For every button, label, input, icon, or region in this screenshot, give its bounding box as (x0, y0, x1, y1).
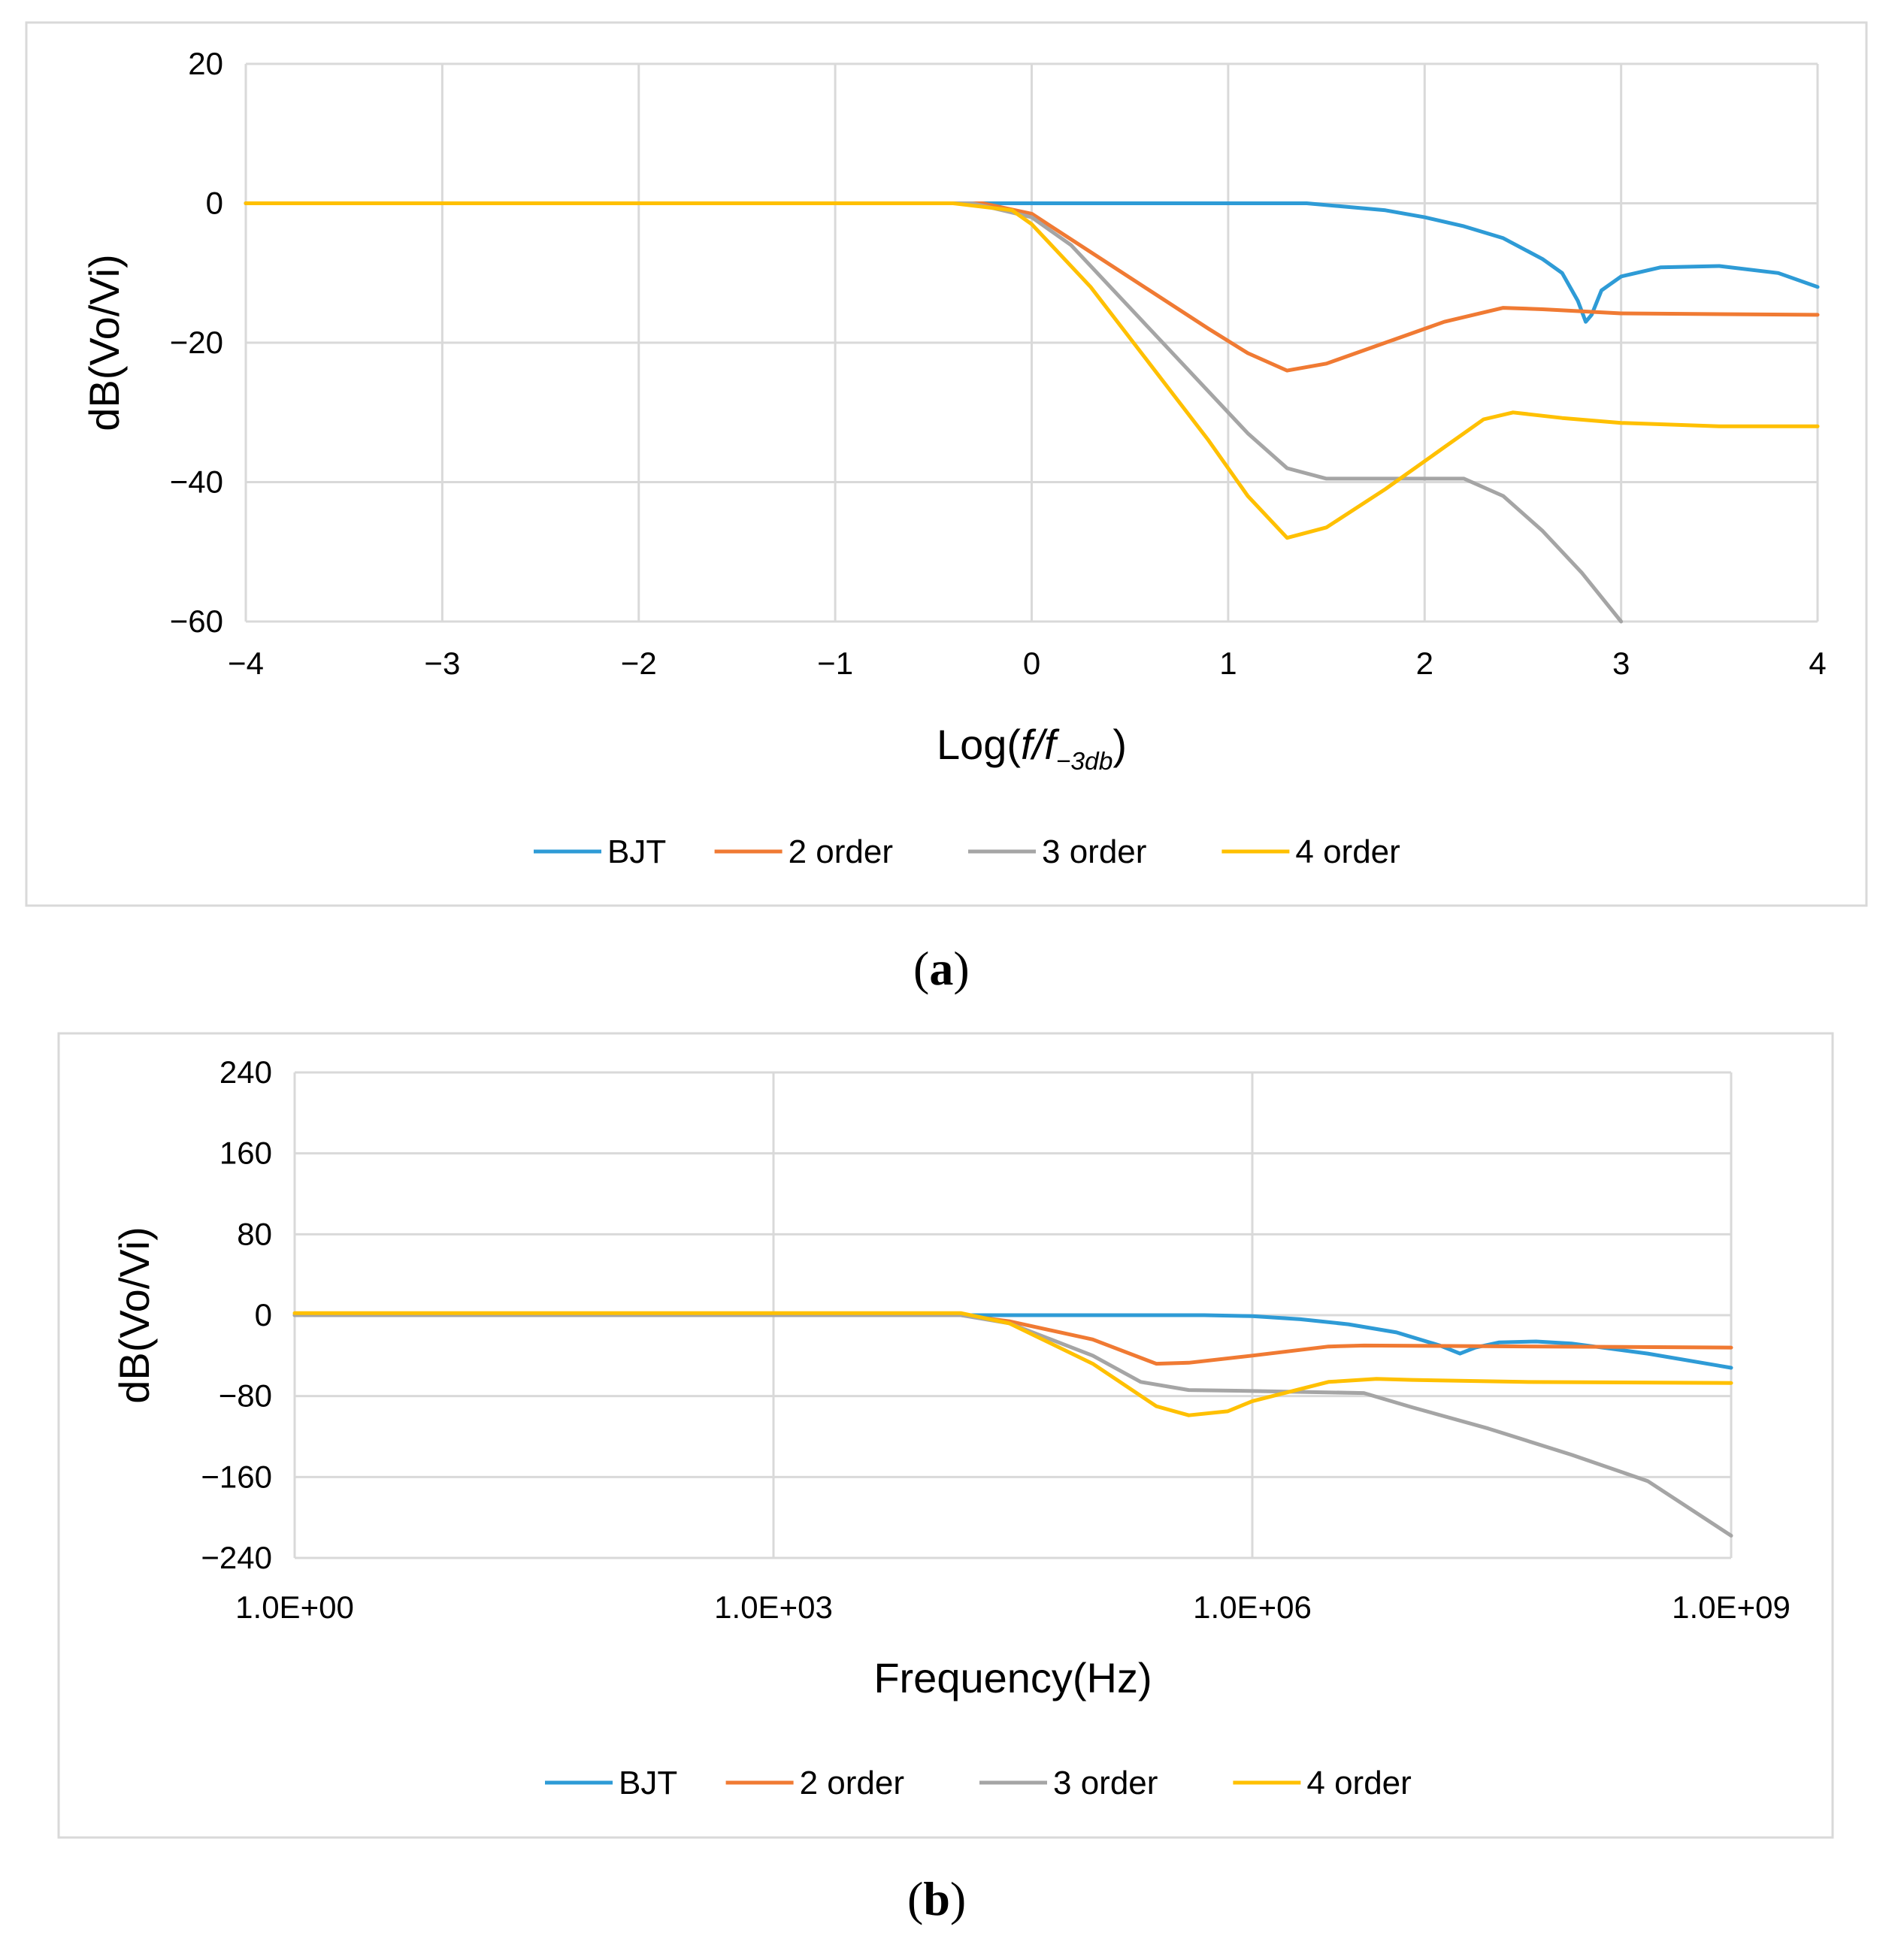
x-tick-label: 1.0E+00 (235, 1589, 354, 1625)
x-tick-label: −1 (817, 646, 853, 681)
legend-label: BJT (619, 1765, 677, 1801)
legend-label: 2 order (789, 833, 893, 870)
y-axis-label: dB(Vo/Vi) (110, 1227, 158, 1404)
chart-b: 240 160 80 0 −80 −160 −240 1.0E+00 1.0E+03 1.0E+0… (57, 1032, 1834, 1839)
series-line-2-order (244, 201, 1820, 373)
y-axis-label: dB(Vo/Vi) (80, 254, 128, 431)
series-line-4-order (292, 1311, 1733, 1417)
x-tick-label: 0 (1023, 646, 1040, 681)
y-tick-label: 240 (219, 1054, 272, 1090)
legend-label: 4 order (1306, 1765, 1411, 1801)
x-axis-label: Frequency(Hz) (873, 1654, 1152, 1701)
x-tick-label: 4 (1809, 646, 1826, 681)
chart-frame-b (57, 1032, 1834, 1839)
caption-a: (a) (913, 942, 970, 995)
series-line-bjt (292, 1313, 1733, 1370)
x-tick-label: 1.0E+03 (714, 1589, 833, 1625)
y-tick-label: 20 (188, 46, 223, 81)
x-tick-label: 2 (1416, 646, 1433, 681)
y-tick-label: −20 (170, 325, 223, 360)
x-tick-label: 1.0E+09 (1672, 1589, 1791, 1625)
y-tick-label: −80 (219, 1378, 272, 1414)
x-tick-label: 3 (1612, 646, 1630, 681)
x-tick-label: −4 (228, 646, 264, 681)
series-line-4-order (244, 201, 1820, 540)
y-tick-label: 0 (206, 186, 223, 221)
series-line-bjt (244, 201, 1820, 324)
x-tick-label: −2 (621, 646, 657, 681)
y-tick-label: 80 (237, 1216, 272, 1251)
y-tick-label: 160 (219, 1136, 272, 1171)
x-tick-label: 1.0E+06 (1193, 1589, 1312, 1625)
y-tick-label: −160 (201, 1459, 272, 1494)
y-tick-label: −40 (170, 464, 223, 500)
series-line-3-order (244, 201, 1624, 624)
legend-label: 3 order (1053, 1765, 1158, 1801)
x-axis-label: Log(f/f−3db) (937, 721, 1127, 776)
legend-label: BJT (607, 833, 666, 870)
legend-label: 3 order (1042, 833, 1146, 870)
y-tick-label: 0 (255, 1297, 272, 1332)
x-tick-label: −3 (424, 646, 460, 681)
y-tick-label: −60 (170, 603, 223, 639)
y-tick-label: −240 (201, 1540, 272, 1575)
x-tick-label: 1 (1219, 646, 1237, 681)
chart-frame-a (25, 21, 1868, 907)
caption-b: (b) (907, 1872, 967, 1925)
legend-label: 4 order (1295, 833, 1400, 870)
legend-label: 2 order (800, 1765, 904, 1801)
chart-a: 20 0 −20 −40 −60−4 −3 −2 −1 0 1 2 3 4 dB(Vo/Vi) Log(f/… (25, 21, 1868, 907)
